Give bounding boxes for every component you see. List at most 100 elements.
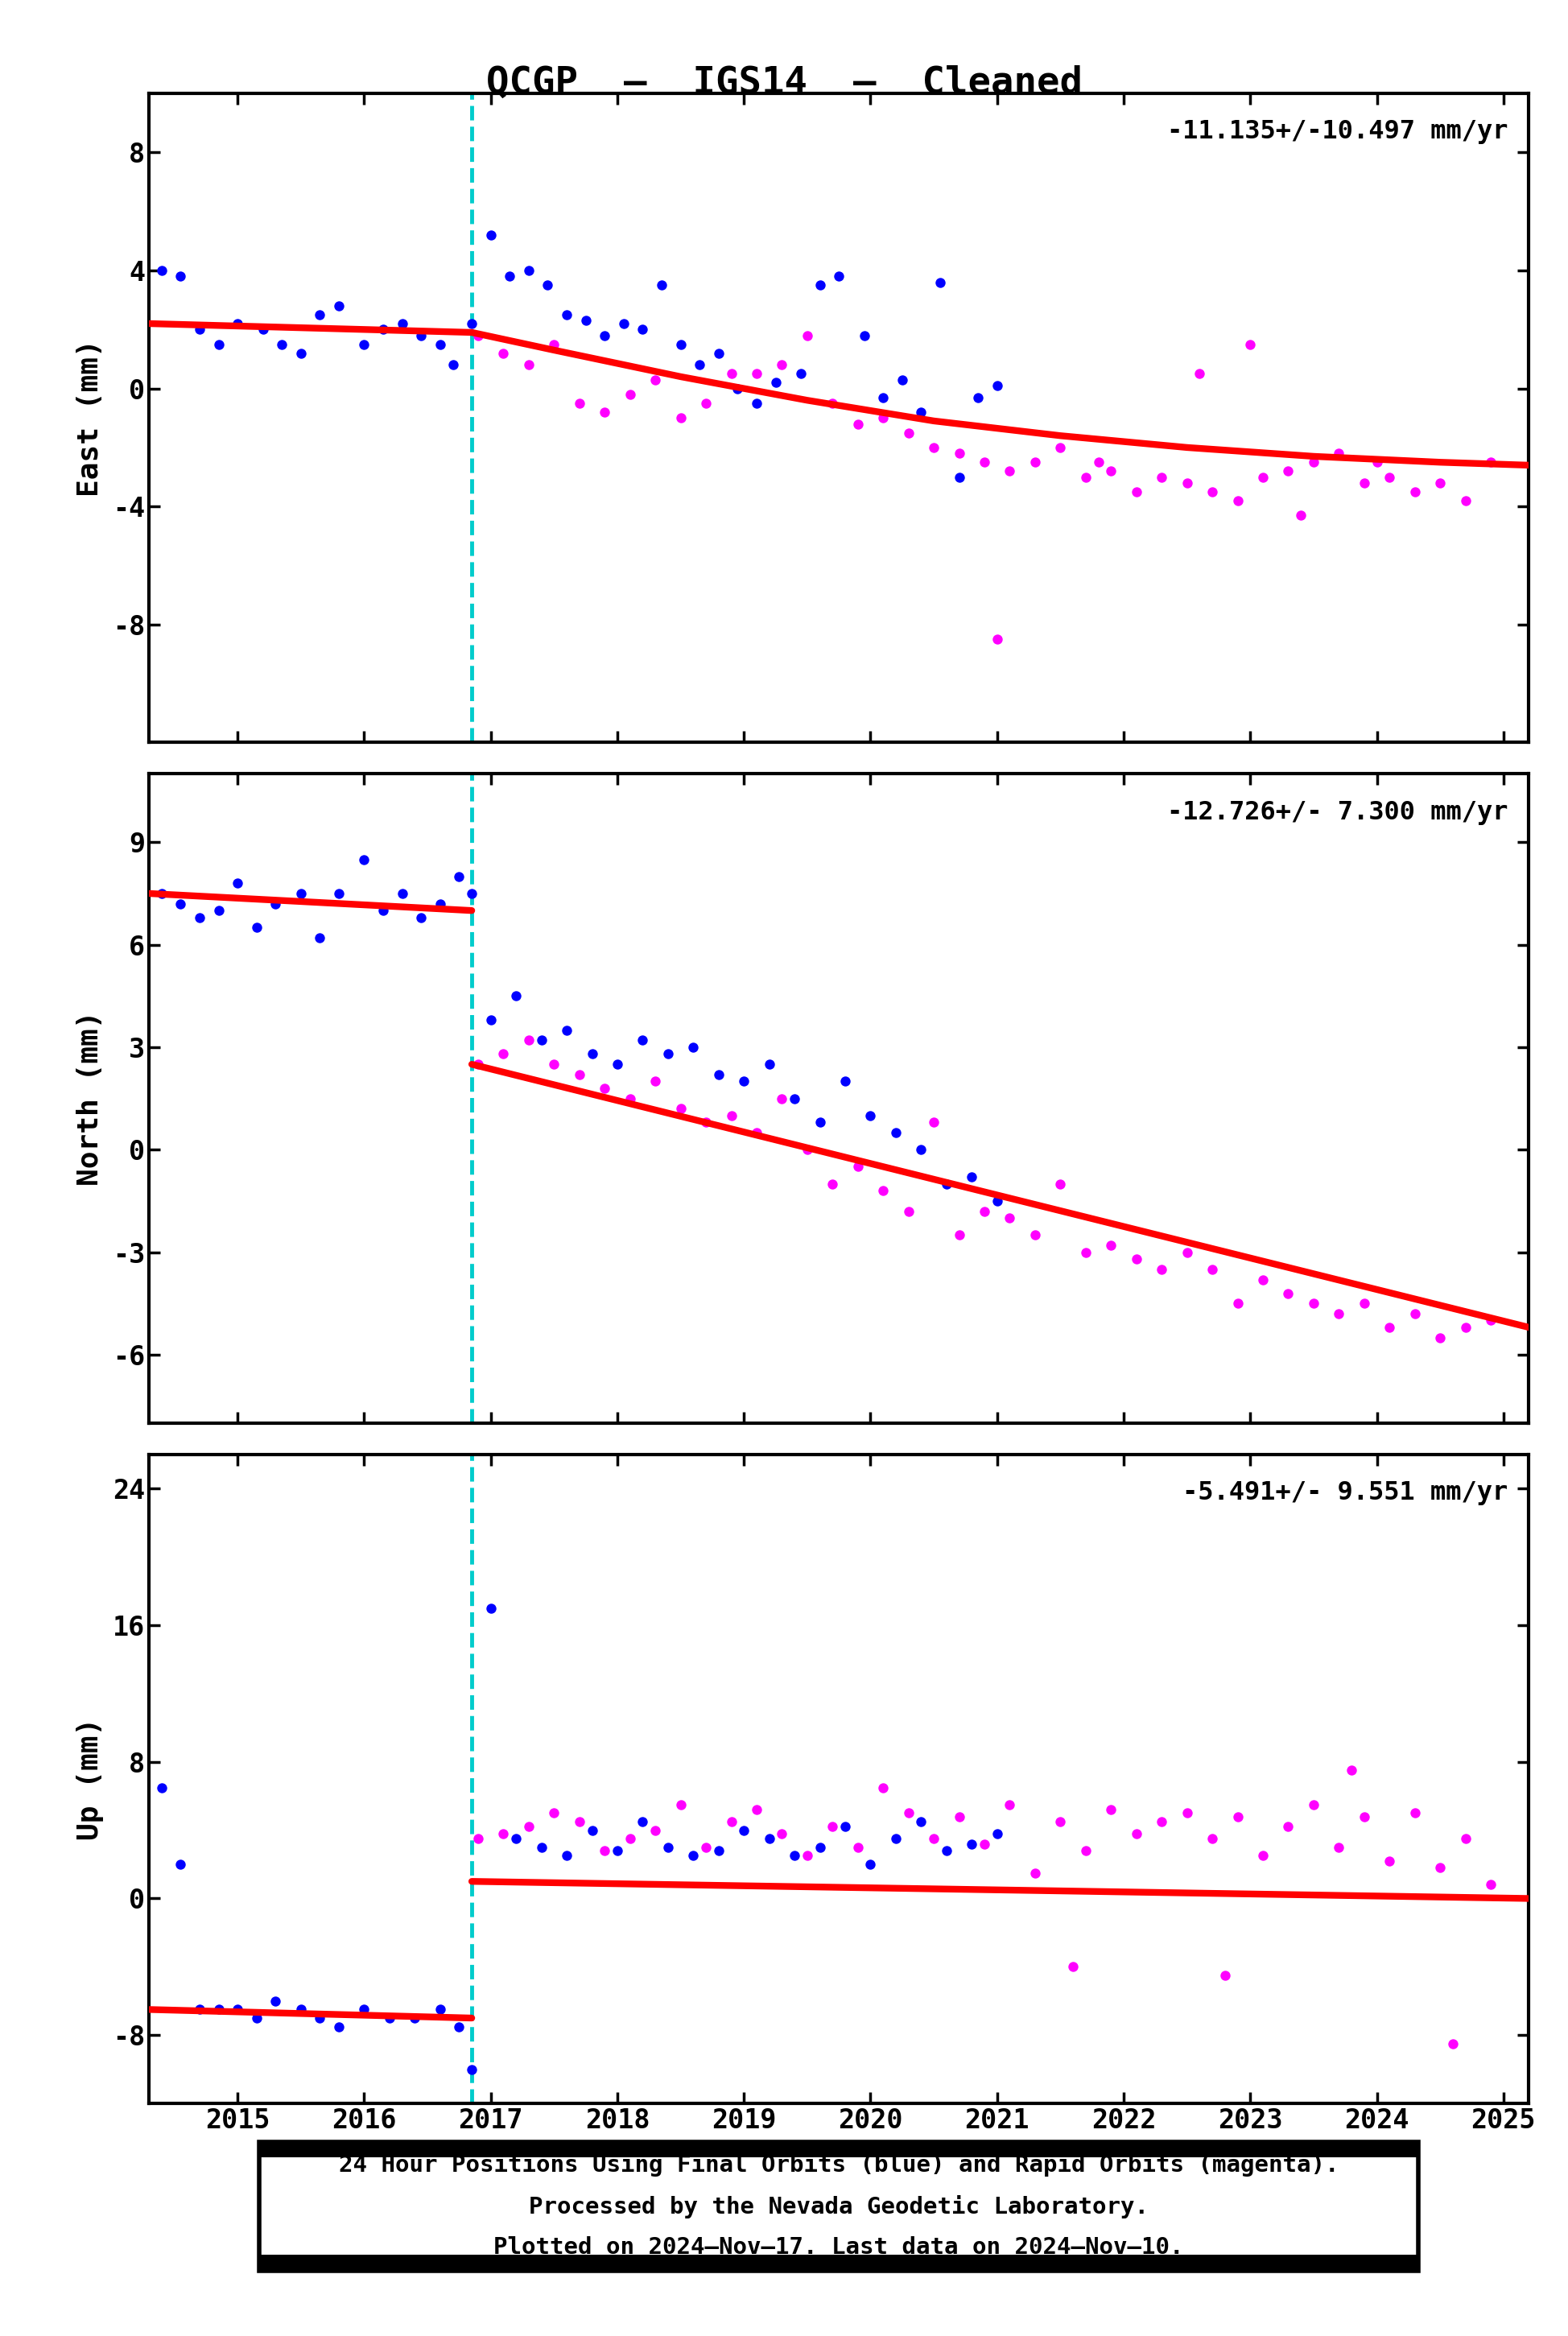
Point — [516, 252, 541, 290]
Point — [870, 1768, 895, 1806]
FancyBboxPatch shape — [259, 2142, 1419, 2271]
Point — [580, 1035, 605, 1072]
Point — [441, 346, 466, 383]
Point — [226, 1990, 251, 2028]
Point — [1047, 1803, 1073, 1841]
Point — [870, 1173, 895, 1210]
Point — [845, 404, 870, 442]
Point — [612, 306, 637, 343]
Point — [895, 413, 920, 451]
Point — [478, 1588, 503, 1626]
Point — [1352, 1799, 1377, 1836]
Point — [687, 346, 712, 383]
Point — [149, 252, 174, 290]
Point — [351, 841, 376, 878]
Point — [1250, 458, 1275, 495]
Point — [643, 362, 668, 399]
Point — [706, 1831, 731, 1869]
Point — [370, 892, 395, 930]
Point — [326, 287, 351, 325]
Point — [491, 334, 516, 371]
Point — [1276, 1275, 1301, 1313]
Point — [655, 1035, 681, 1072]
Point — [782, 1079, 808, 1117]
Point — [908, 1131, 933, 1168]
Point — [935, 1831, 960, 1869]
Point — [895, 1794, 920, 1831]
Point — [947, 458, 972, 495]
Point — [947, 434, 972, 472]
Point — [307, 2000, 332, 2037]
Point — [1454, 1308, 1479, 1346]
Point — [428, 885, 453, 923]
Point — [1427, 1320, 1452, 1357]
Point — [1479, 444, 1504, 481]
Point — [693, 1829, 718, 1866]
Point — [985, 1182, 1010, 1219]
Text: 24 Hour Positions Using Final Orbits (blue) and Rapid Orbits (magenta).
Processe: 24 Hour Positions Using Final Orbits (bl… — [339, 2154, 1339, 2259]
Point — [997, 453, 1022, 491]
Point — [643, 1810, 668, 1848]
Point — [1200, 474, 1225, 512]
Point — [826, 257, 851, 294]
Point — [1377, 1843, 1402, 1880]
Point — [1237, 325, 1262, 362]
Point — [541, 1047, 566, 1084]
Point — [757, 1820, 782, 1857]
Point — [1250, 1261, 1275, 1299]
Point — [389, 306, 414, 343]
Point — [858, 1098, 883, 1135]
Point — [808, 1829, 833, 1866]
Point — [1099, 453, 1124, 491]
Point — [466, 1047, 491, 1084]
Point — [168, 1845, 193, 1883]
Point — [1073, 1831, 1098, 1869]
Point — [466, 318, 491, 355]
Point — [251, 311, 276, 348]
Point — [985, 367, 1010, 404]
Point — [883, 1820, 908, 1857]
Point — [1427, 465, 1452, 502]
Point — [1479, 1301, 1504, 1339]
Point — [643, 1063, 668, 1100]
Point — [1124, 1815, 1149, 1852]
Point — [447, 857, 472, 895]
Point — [503, 1820, 528, 1857]
Point — [1099, 1792, 1124, 1829]
Point — [516, 1021, 541, 1058]
Point — [1339, 1752, 1364, 1789]
Point — [845, 1829, 870, 1866]
Y-axis label: North (mm): North (mm) — [77, 1011, 103, 1187]
Point — [593, 1831, 618, 1869]
Point — [516, 346, 541, 383]
Point — [1124, 474, 1149, 512]
Point — [1301, 1785, 1327, 1822]
Point — [668, 1785, 693, 1822]
Point — [795, 1836, 820, 1873]
Point — [1377, 458, 1402, 495]
Point — [1327, 434, 1352, 472]
Point — [757, 1047, 782, 1084]
Point — [1441, 2025, 1466, 2063]
Point — [593, 392, 618, 430]
Point — [1073, 1233, 1098, 1271]
Point — [820, 1808, 845, 1845]
Point — [593, 1070, 618, 1107]
Point — [718, 1098, 743, 1135]
Point — [883, 1114, 908, 1152]
Point — [1289, 498, 1314, 535]
Point — [997, 1198, 1022, 1236]
Point — [947, 1799, 972, 1836]
Point — [693, 1103, 718, 1140]
Point — [1225, 481, 1250, 519]
Point — [960, 1159, 985, 1196]
Point — [1187, 355, 1212, 392]
Point — [618, 376, 643, 413]
Point — [187, 1990, 212, 2028]
Point — [528, 1021, 554, 1058]
Point — [1352, 1285, 1377, 1322]
Point — [1212, 1958, 1237, 1995]
Point — [1352, 465, 1377, 502]
Point — [745, 1792, 770, 1829]
Point — [724, 369, 750, 406]
